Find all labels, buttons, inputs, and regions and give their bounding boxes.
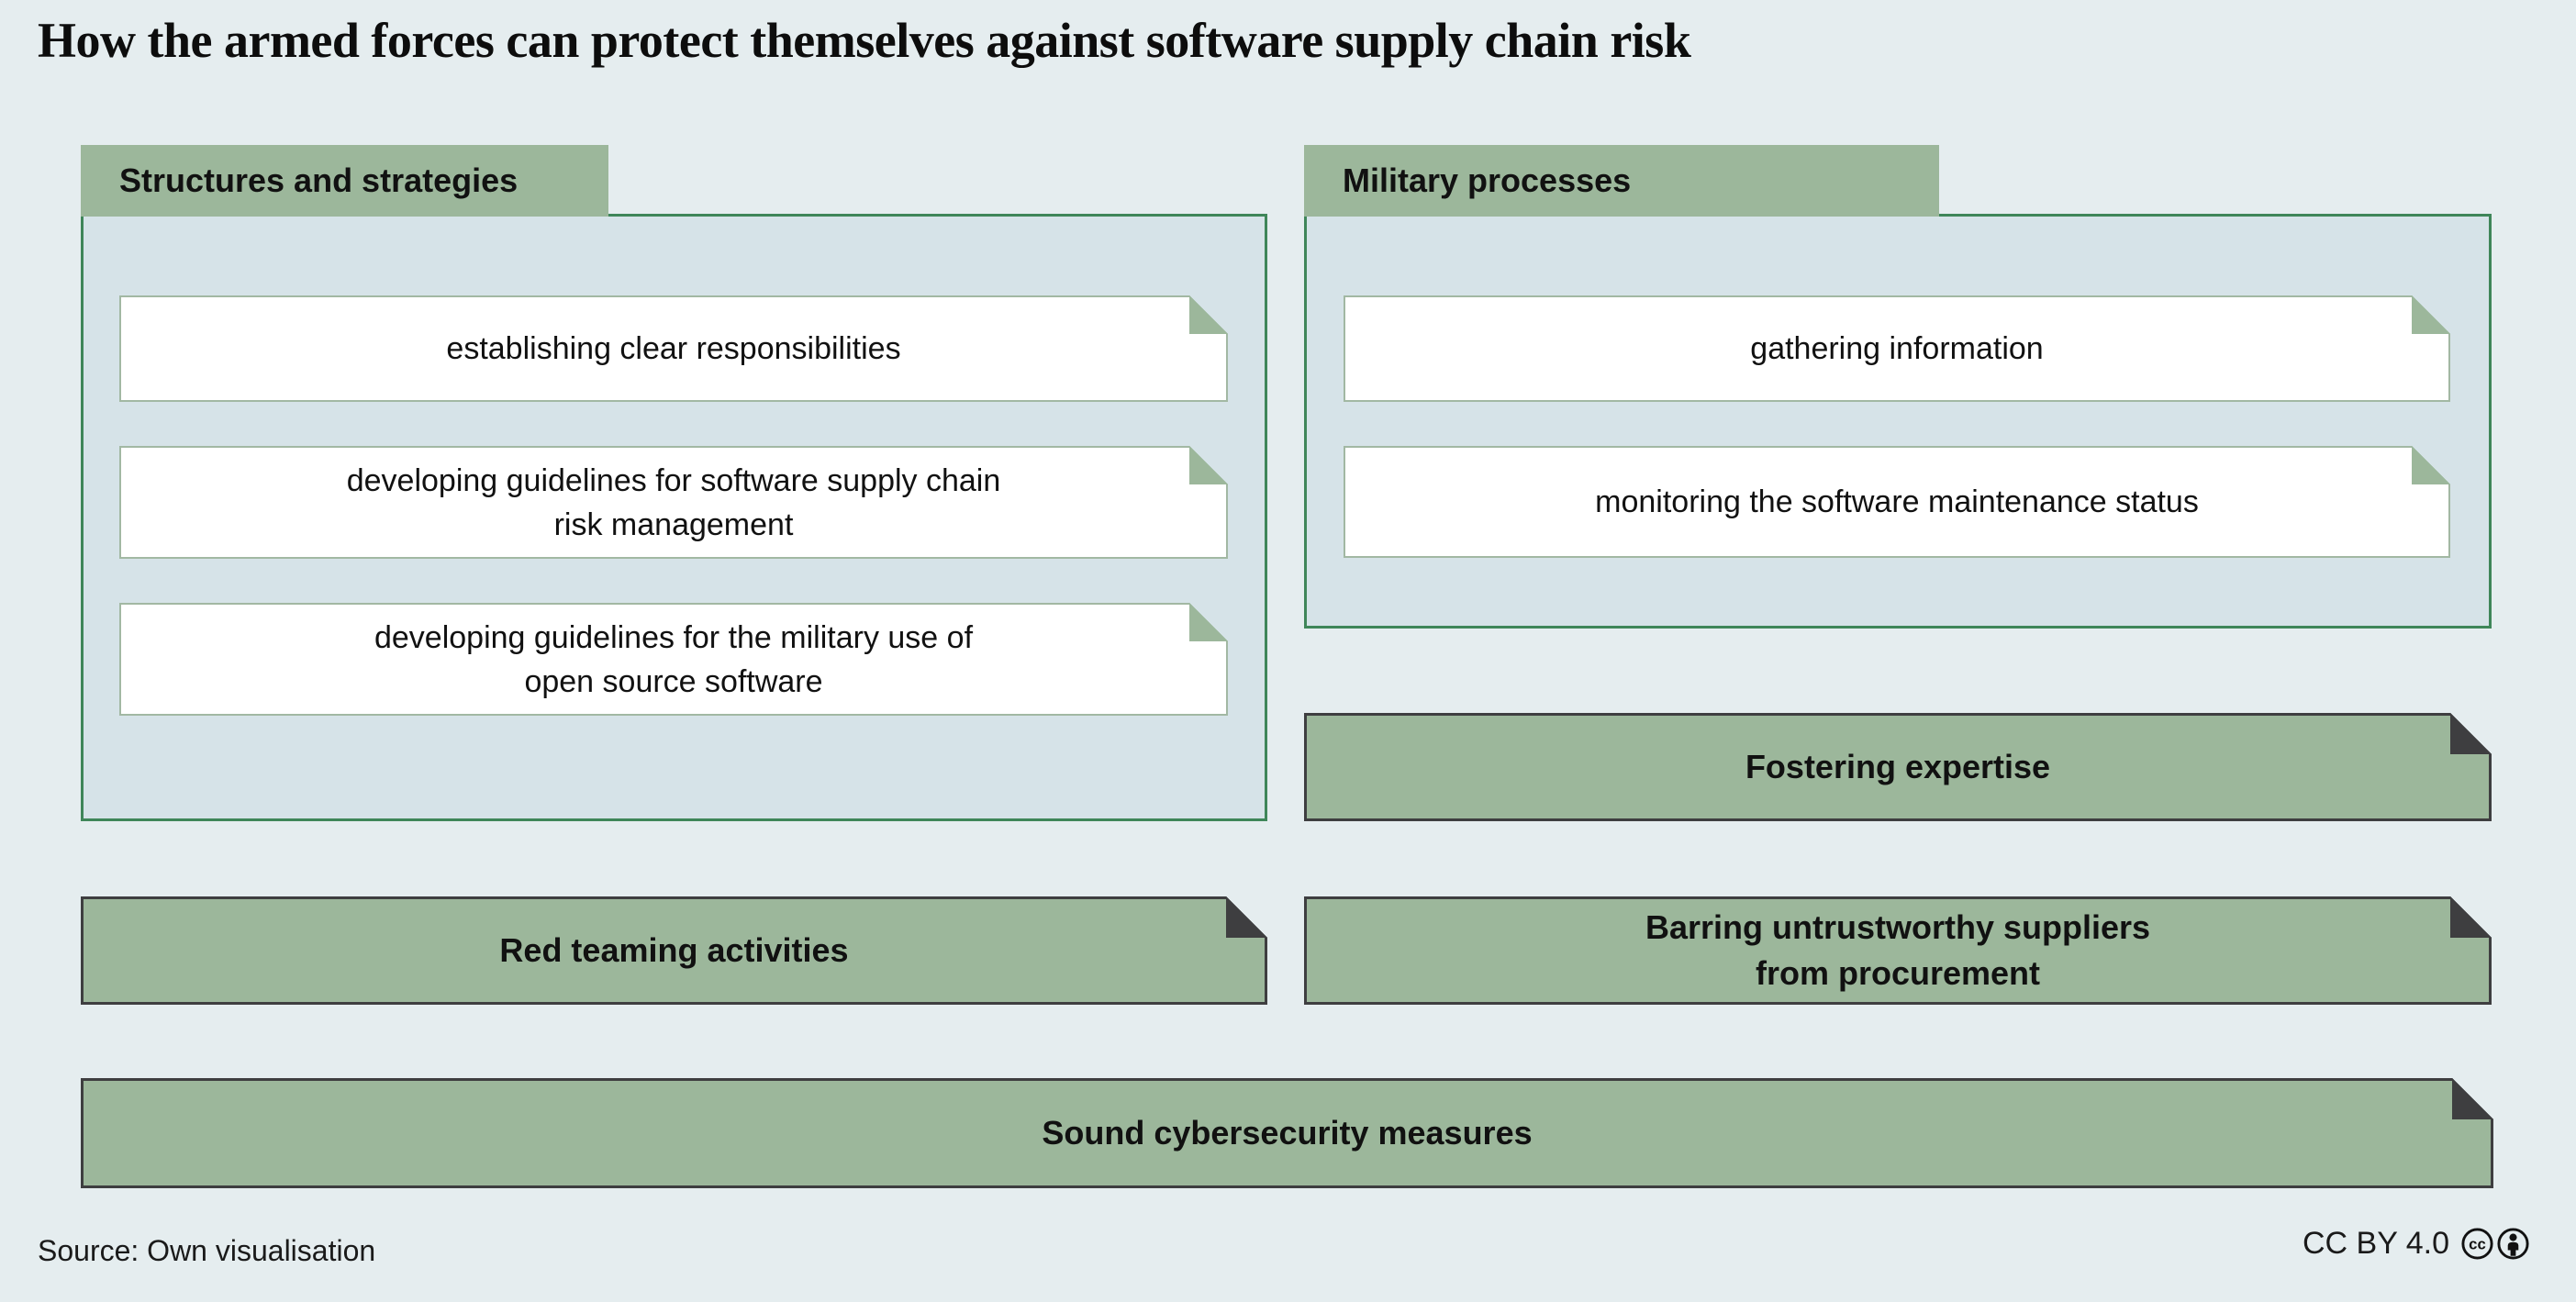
folded-corner-icon [2450, 713, 2492, 754]
cc-circle-icon: cc [2460, 1227, 2494, 1261]
tab-military-label: Military processes [1343, 161, 1632, 199]
panel-military-processes [1304, 214, 2492, 629]
folded-corner-icon [1189, 446, 1228, 484]
box-label: Red teaming activities [499, 931, 849, 969]
box-label: Fostering expertise [1745, 748, 2051, 785]
tab-structures-label: Structures and strategies [119, 161, 519, 199]
folded-corner-icon [1189, 295, 1228, 334]
folded-corner-icon [2452, 1078, 2493, 1119]
note-text: monitoring the software maintenance stat… [1595, 484, 2199, 519]
box-label: Sound cybersecurity measures [1042, 1114, 1533, 1152]
note-gathering-information: gathering information [1344, 295, 2450, 402]
note-guidelines-open-source: developing guidelines for the military u… [119, 603, 1228, 716]
license-text: CC BY 4.0 [2302, 1226, 2449, 1261]
tab-military-processes: Military processes [1304, 145, 1939, 217]
source-note: Source: Own visualisation [38, 1234, 376, 1267]
tab-structures-and-strategies: Structures and strategies [81, 145, 608, 217]
note-monitoring-maintenance-status: monitoring the software maintenance stat… [1344, 446, 2450, 558]
folded-corner-icon [2412, 446, 2450, 484]
note-text: gathering information [1750, 331, 2044, 366]
box-label: Barring untrustworthy suppliers from pro… [1645, 908, 2151, 992]
svg-text:cc: cc [2469, 1235, 2486, 1252]
box-barring-untrustworthy-suppliers: Barring untrustworthy suppliers from pro… [1304, 896, 2492, 1005]
note-establishing-clear-responsibilities: establishing clear responsibilities [119, 295, 1228, 402]
box-red-teaming-activities: Red teaming activities [81, 896, 1267, 1005]
note-text: establishing clear responsibilities [446, 331, 901, 366]
license-line: CC BY 4.0 cc [2303, 1226, 2530, 1262]
note-text: developing guidelines for the military u… [374, 619, 974, 699]
license-icons: cc [2460, 1227, 2530, 1261]
folded-corner-icon [2450, 896, 2492, 938]
page-title: How the armed forces can protect themsel… [38, 13, 1691, 68]
note-guidelines-supply-chain-risk: developing guidelines for software suppl… [119, 446, 1228, 559]
box-fostering-expertise: Fostering expertise [1304, 713, 2492, 821]
folded-corner-icon [2412, 295, 2450, 334]
note-text: developing guidelines for software suppl… [346, 462, 1001, 542]
folded-corner-icon [1226, 896, 1267, 938]
attribution-person-icon [2496, 1227, 2530, 1261]
box-sound-cybersecurity-measures: Sound cybersecurity measures [81, 1078, 2493, 1188]
folded-corner-icon [1189, 603, 1228, 641]
